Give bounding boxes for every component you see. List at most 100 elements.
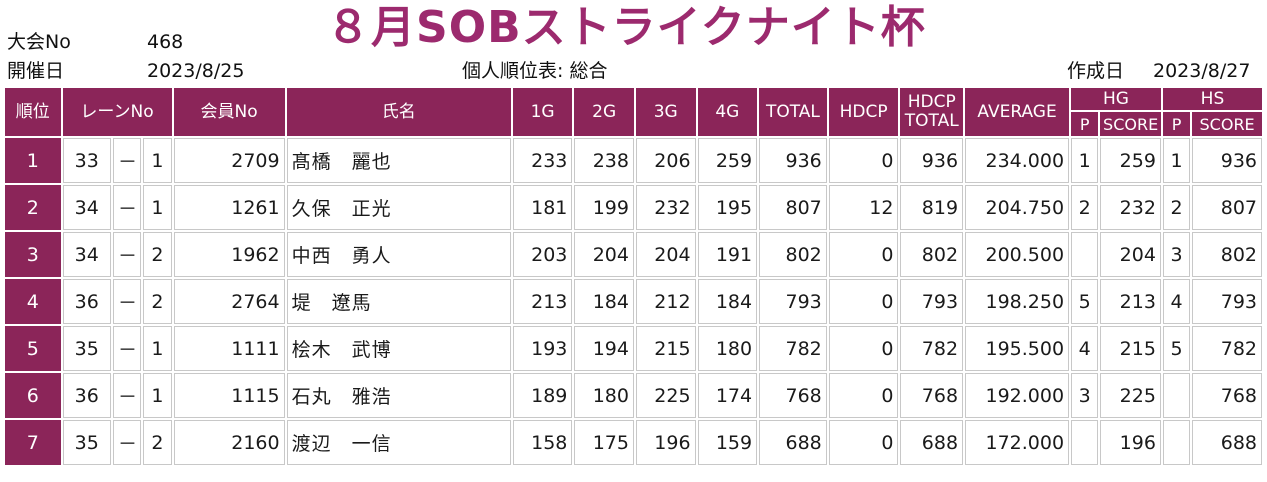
header-hdcp-total: HDCP TOTAL xyxy=(900,88,964,136)
hs-score-cell: 768 xyxy=(1192,373,1262,418)
lane-cell: 34 xyxy=(62,232,111,277)
hdcp-total-cell: 782 xyxy=(900,326,964,371)
table-row: 5 35 － 1 1111 桧木 武博 193 194 215 180 782 0 782 195.500… xyxy=(5,326,1262,371)
game-1-cell: 233 xyxy=(512,138,573,183)
hs-place-cell: 2 xyxy=(1162,185,1191,230)
game-1-cell: 189 xyxy=(512,373,573,418)
lane-seat-cell: 2 xyxy=(143,232,172,277)
game-3-cell: 212 xyxy=(635,279,696,324)
header-hs-score: SCORE xyxy=(1192,112,1262,136)
table-row: 3 34 － 2 1962 中西 勇人 203 204 204 191 802 0 802 200.500… xyxy=(5,232,1262,277)
game-4-cell: 259 xyxy=(697,138,758,183)
rank-cell: 4 xyxy=(5,279,61,324)
created-date-value: 2023/8/27 xyxy=(1153,60,1251,82)
hs-score-cell: 936 xyxy=(1192,138,1262,183)
hg-place-cell: 3 xyxy=(1071,373,1099,418)
average-cell: 192.000 xyxy=(965,373,1070,418)
rank-cell: 7 xyxy=(5,420,61,465)
member-no-cell: 1261 xyxy=(173,185,285,230)
header-hg-p: P xyxy=(1071,112,1099,136)
hs-place-cell: 4 xyxy=(1162,279,1191,324)
header-hs-p: P xyxy=(1162,112,1191,136)
average-cell: 204.750 xyxy=(965,185,1070,230)
game-1-cell: 181 xyxy=(512,185,573,230)
hg-score-cell: 259 xyxy=(1100,138,1161,183)
game-3-cell: 204 xyxy=(635,232,696,277)
lane-seat-cell: 2 xyxy=(143,279,172,324)
lane-separator: － xyxy=(113,373,142,418)
total-cell: 782 xyxy=(759,326,827,371)
member-no-cell: 2764 xyxy=(173,279,285,324)
average-cell: 198.250 xyxy=(965,279,1070,324)
average-cell: 234.000 xyxy=(965,138,1070,183)
hg-score-cell: 204 xyxy=(1100,232,1161,277)
hdcp-total-cell: 793 xyxy=(900,279,964,324)
lane-separator: － xyxy=(113,326,142,371)
member-no-cell: 2160 xyxy=(173,420,285,465)
hdcp-cell: 0 xyxy=(828,420,899,465)
lane-seat-cell: 1 xyxy=(143,185,172,230)
player-name-cell: 渡辺 一信 xyxy=(286,420,511,465)
rank-cell: 1 xyxy=(5,138,61,183)
lane-seat-cell: 1 xyxy=(143,138,172,183)
game-2-cell: 180 xyxy=(574,373,634,418)
game-1-cell: 213 xyxy=(512,279,573,324)
game-3-cell: 225 xyxy=(635,373,696,418)
lane-separator: － xyxy=(113,279,142,324)
game-4-cell: 180 xyxy=(697,326,758,371)
hdcp-cell: 12 xyxy=(828,185,899,230)
lane-cell: 34 xyxy=(62,185,111,230)
hdcp-cell: 0 xyxy=(828,326,899,371)
tournament-no-label: 大会No xyxy=(7,31,71,53)
event-date-label: 開催日 xyxy=(7,60,65,82)
game-1-cell: 158 xyxy=(512,420,573,465)
lane-cell: 35 xyxy=(62,420,111,465)
hdcp-cell: 0 xyxy=(828,373,899,418)
table-row: 1 33 － 1 2709 髙橋 麗也 233 238 206 259 936 0 936 234.000… xyxy=(5,138,1262,183)
game-3-cell: 215 xyxy=(635,326,696,371)
total-cell: 802 xyxy=(759,232,827,277)
rank-cell: 6 xyxy=(5,373,61,418)
hs-place-cell: 3 xyxy=(1162,232,1191,277)
hg-score-cell: 213 xyxy=(1100,279,1161,324)
hdcp-cell: 0 xyxy=(828,232,899,277)
total-cell: 793 xyxy=(759,279,827,324)
header-rank: 順位 xyxy=(5,88,61,136)
lane-seat-cell: 1 xyxy=(143,373,172,418)
hg-score-cell: 232 xyxy=(1100,185,1161,230)
game-4-cell: 195 xyxy=(697,185,758,230)
hs-score-cell: 688 xyxy=(1192,420,1262,465)
hdcp-cell: 0 xyxy=(828,138,899,183)
member-no-cell: 1111 xyxy=(173,326,285,371)
lane-separator: － xyxy=(113,232,142,277)
player-name-cell: 久保 正光 xyxy=(286,185,511,230)
average-cell: 200.500 xyxy=(965,232,1070,277)
lane-cell: 35 xyxy=(62,326,111,371)
member-no-cell: 1115 xyxy=(173,373,285,418)
hdcp-total-cell: 802 xyxy=(900,232,964,277)
member-no-cell: 1962 xyxy=(173,232,285,277)
header-hg-score: SCORE xyxy=(1100,112,1161,136)
hg-place-cell: 1 xyxy=(1071,138,1099,183)
lane-cell: 33 xyxy=(62,138,111,183)
created-date-label: 作成日 xyxy=(1067,60,1125,82)
header-hs: HS xyxy=(1162,88,1262,110)
event-date-value: 2023/8/25 xyxy=(147,60,245,82)
total-cell: 936 xyxy=(759,138,827,183)
game-2-cell: 204 xyxy=(574,232,634,277)
header-hg: HG xyxy=(1071,88,1161,110)
hs-place-cell: 5 xyxy=(1162,326,1191,371)
game-2-cell: 238 xyxy=(574,138,634,183)
game-1-cell: 203 xyxy=(512,232,573,277)
rank-cell: 5 xyxy=(5,326,61,371)
member-no-cell: 2709 xyxy=(173,138,285,183)
total-cell: 768 xyxy=(759,373,827,418)
header-game-3: 3G xyxy=(635,88,696,136)
header-game-2: 2G xyxy=(574,88,634,136)
hs-score-cell: 802 xyxy=(1192,232,1262,277)
hs-score-cell: 782 xyxy=(1192,326,1262,371)
average-cell: 172.000 xyxy=(965,420,1070,465)
rank-cell: 3 xyxy=(5,232,61,277)
header-average: AVERAGE xyxy=(965,88,1070,136)
game-4-cell: 174 xyxy=(697,373,758,418)
